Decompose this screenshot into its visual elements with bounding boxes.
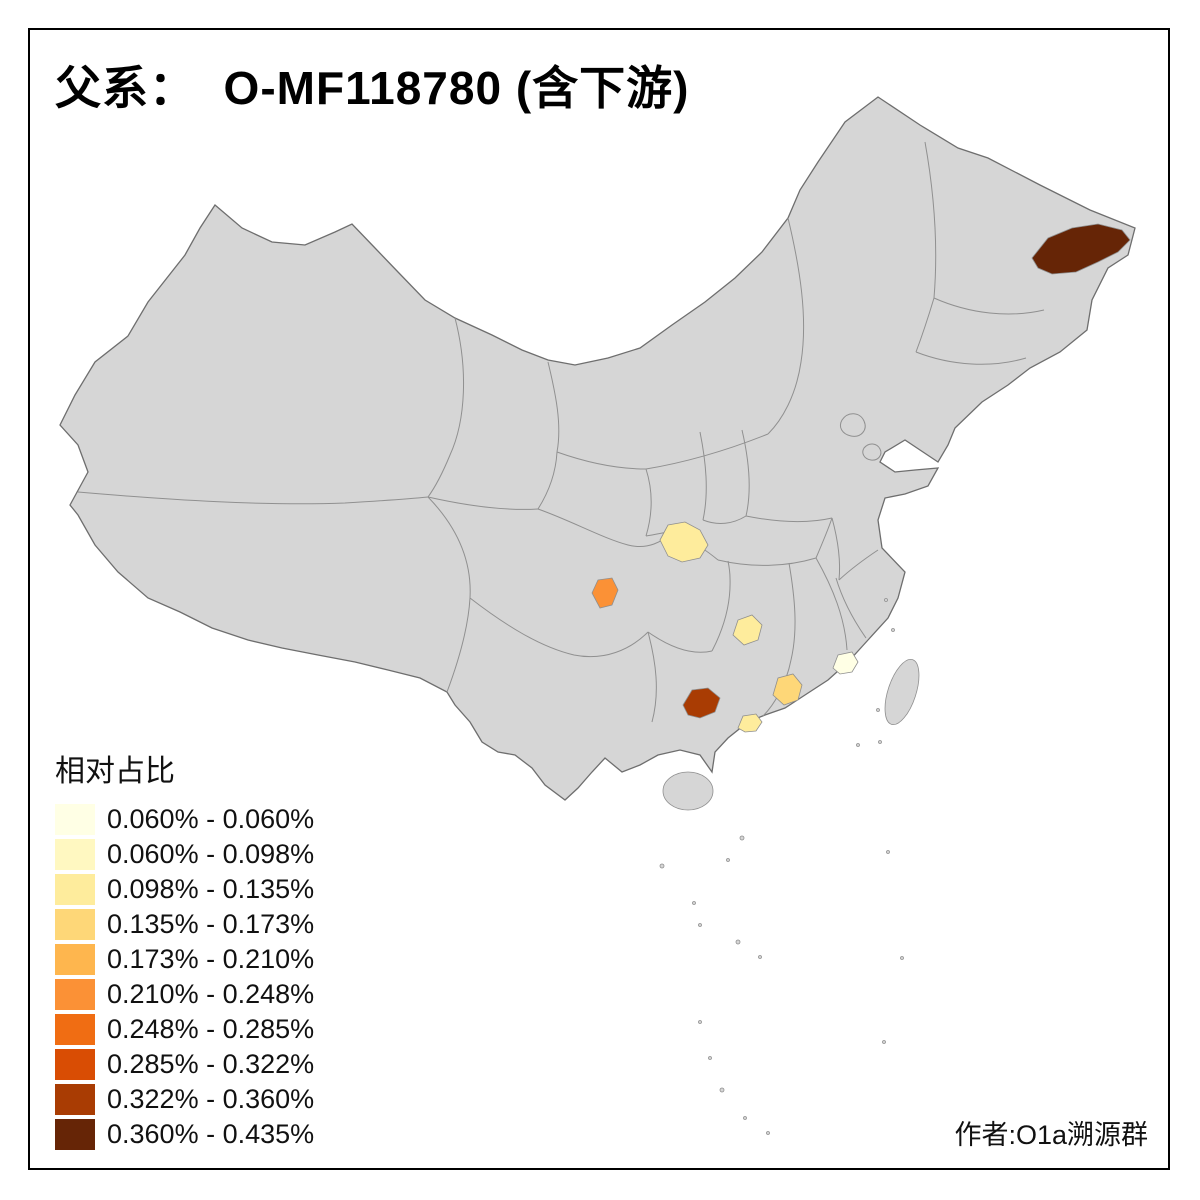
legend-label: 0.060% - 0.060% [107,804,315,834]
legend-label: 0.360% - 0.435% [107,1119,315,1149]
legend-swatch [55,944,95,975]
legend-swatch [55,1049,95,1080]
legend-item: 0.098% - 0.135% [55,872,314,907]
legend-swatch-fill [55,804,95,835]
highlight-region-south-central [732,614,763,646]
legend-swatch [55,874,95,905]
legend-label: 0.248% - 0.285% [107,1014,315,1044]
legend-label: 0.060% - 0.098% [107,839,315,869]
legend-item: 0.360% - 0.435% [55,1117,314,1152]
legend-item: 0.285% - 0.322% [55,1047,314,1082]
legend-item: 0.135% - 0.173% [55,907,314,942]
legend-item: 0.173% - 0.210% [55,942,314,977]
legend-label: 0.285% - 0.322% [107,1049,315,1079]
highlight-region-southeast-coast [832,651,859,675]
legend-swatch [55,804,95,835]
mainland-china [59,96,1136,801]
legend-swatch [55,1119,95,1150]
legend-item: 0.060% - 0.098% [55,837,314,872]
highlighted-regions [591,223,1131,733]
legend-label: 0.322% - 0.360% [107,1084,315,1114]
legend-swatch-fill [55,1119,95,1150]
highlight-region-southeast [772,673,803,706]
legend-item: 0.248% - 0.285% [55,1012,314,1047]
sea-islands [659,598,904,1135]
highlight-region-central [659,521,709,563]
taiwan-island [884,658,920,726]
legend-swatch [55,979,95,1010]
legend-swatch-fill [55,1049,95,1080]
legend-swatch [55,1014,95,1045]
page-title: 父系： O-MF118780 (含下游) [55,62,690,114]
highlight-region-far-northeast [1031,223,1131,275]
legend-swatch-fill [55,979,95,1010]
highlight-region-central-west [591,577,619,609]
legend-swatch-fill [55,839,95,870]
legend-item: 0.322% - 0.360% [55,1082,314,1117]
legend-swatch [55,839,95,870]
legend-title: 相对占比 [55,755,175,788]
legend-swatch-fill [55,874,95,905]
islands [659,598,920,1135]
legend-swatch [55,1084,95,1115]
highlight-region-south [682,687,721,719]
legend-swatch-fill [55,944,95,975]
legend-swatch-fill [55,909,95,940]
legend-item: 0.210% - 0.248% [55,977,314,1012]
legend-label: 0.210% - 0.248% [107,979,315,1009]
legend-item: 0.060% - 0.060% [55,802,314,837]
legend-swatch-fill [55,1084,95,1115]
hainan-island [662,771,714,811]
legend: 相对占比 0.060% - 0.060% 0.060% - 0.098% 0.0… [55,746,314,1152]
author-credit: 作者:O1a溯源群 [954,1120,1148,1150]
highlight-region-south-coast [737,713,763,733]
legend-label: 0.173% - 0.210% [107,944,315,974]
legend-swatch-fill [55,1014,95,1045]
legend-label: 0.135% - 0.173% [107,909,315,939]
legend-label: 0.098% - 0.135% [107,874,315,904]
legend-swatch [55,909,95,940]
